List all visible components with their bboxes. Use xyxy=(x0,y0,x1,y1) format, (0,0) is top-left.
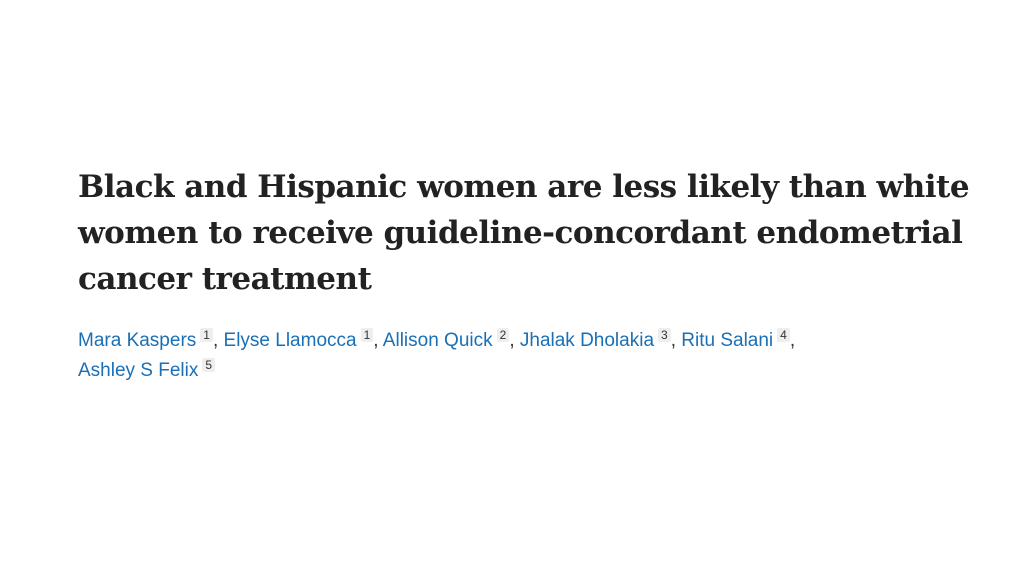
author-link[interactable]: Allison Quick xyxy=(382,330,493,351)
affiliation-number[interactable]: 1 xyxy=(360,328,374,342)
affiliation-number[interactable]: 4 xyxy=(777,328,790,342)
author-link[interactable]: Jhalak Dholakia xyxy=(519,330,655,351)
author-link[interactable]: Mara Kaspers xyxy=(78,330,197,351)
affiliation-number[interactable]: 3 xyxy=(658,328,671,342)
author-link[interactable]: Ashley S Felix xyxy=(78,360,199,381)
affiliation-number[interactable]: 5 xyxy=(202,358,216,372)
affiliation-number[interactable]: 1 xyxy=(200,328,213,342)
affiliation-number[interactable]: 2 xyxy=(496,328,510,342)
author-link[interactable]: Ritu Salani xyxy=(681,330,774,351)
author-link[interactable]: Elyse Llamocca xyxy=(223,330,357,351)
author-list: Mara Kaspers 1, Elyse Llamocca 1, Allison … xyxy=(78,328,796,381)
article-title: Black and Hispanic women are less likely… xyxy=(78,169,970,297)
